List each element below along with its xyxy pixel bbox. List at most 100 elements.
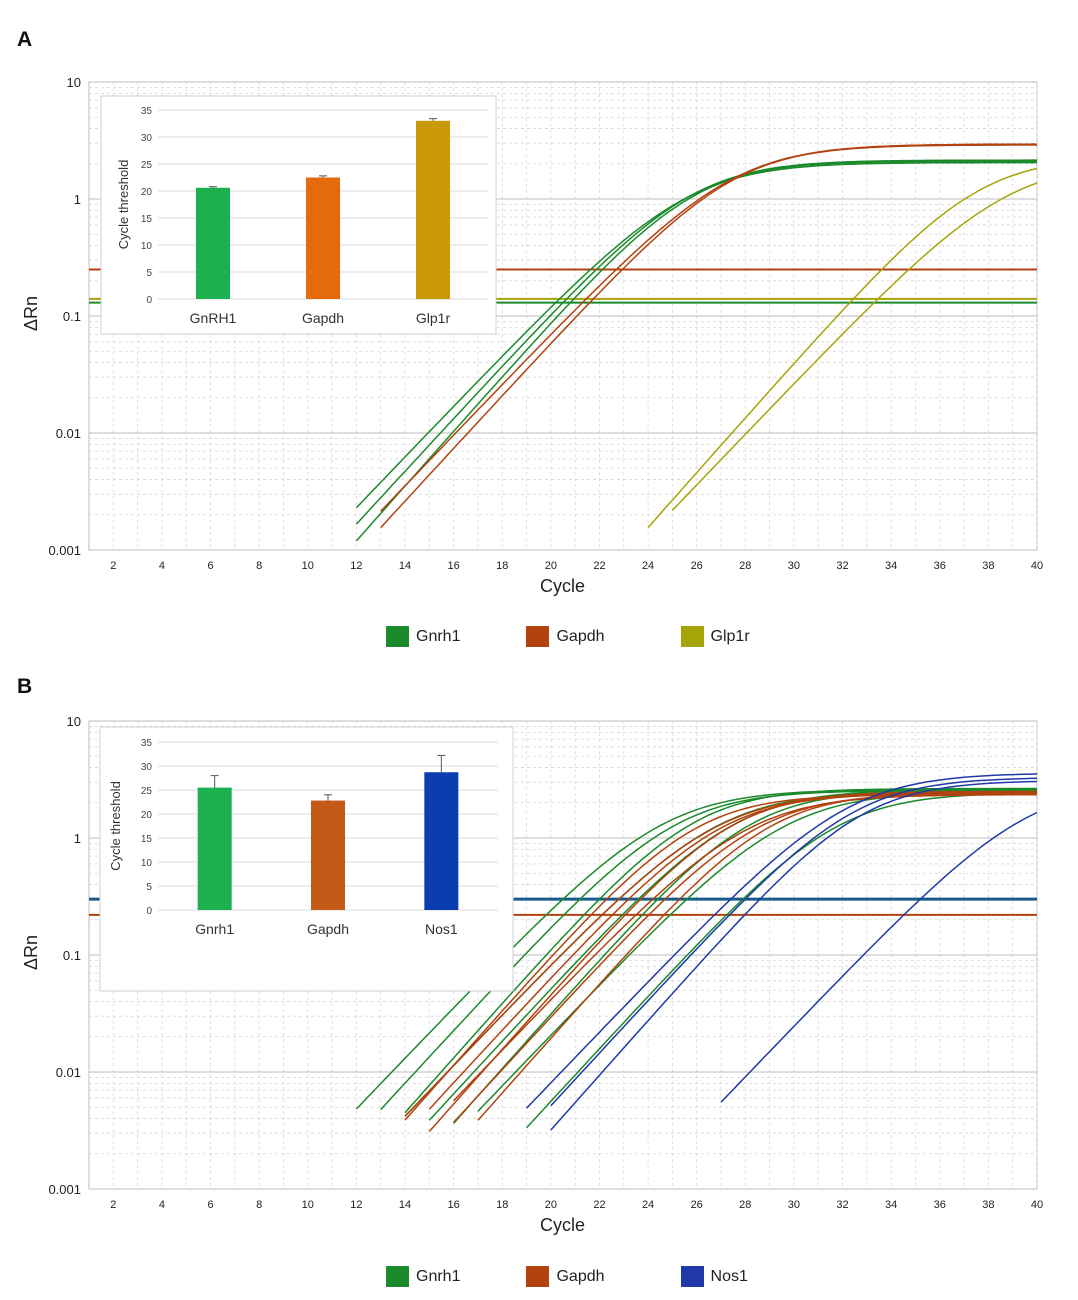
x-tick-label: 30 bbox=[788, 560, 800, 572]
legend-item-glp1r-a: Glp1r bbox=[680, 626, 750, 647]
x-tick-label: 32 bbox=[836, 560, 848, 572]
legend-item-nos1-b: Nos1 bbox=[680, 1266, 748, 1287]
y-tick-label: 1 bbox=[74, 831, 81, 846]
legend-item-gapdh-a: Gapdh bbox=[526, 626, 605, 647]
inset-bar-gnrh1 bbox=[196, 187, 230, 299]
legend-swatch-gapdh-a bbox=[526, 626, 550, 647]
y-axis-title-b: ΔRn bbox=[21, 934, 42, 971]
inset-y-tick-label: 15 bbox=[141, 834, 153, 845]
x-tick-label: 40 bbox=[1031, 560, 1043, 572]
x-axis-title-a: Cycle bbox=[540, 576, 586, 596]
x-tick-label: 16 bbox=[447, 1199, 459, 1211]
legend-label-gapdh-b: Gapdh bbox=[556, 1267, 605, 1285]
legend-item-gapdh-b: Gapdh bbox=[526, 1266, 605, 1287]
legend-swatch-nos1-b bbox=[680, 1266, 704, 1287]
inset-y-tick-label: 0 bbox=[146, 906, 152, 917]
inset-bar-glp1r bbox=[416, 120, 450, 299]
x-tick-label: 4 bbox=[159, 1199, 165, 1211]
inset-y-tick-label: 30 bbox=[141, 133, 153, 144]
y-tick-label: 10 bbox=[67, 75, 81, 90]
x-tick-label: 20 bbox=[545, 560, 557, 572]
inset-y-tick-label: 10 bbox=[141, 858, 153, 869]
legend-item-gnrh1-b: Gnrh1 bbox=[386, 1266, 460, 1287]
legend-swatch-glp1r-a bbox=[680, 626, 704, 647]
inset-y-tick-label: 20 bbox=[141, 810, 153, 821]
inset-y-tick-label: 15 bbox=[141, 214, 153, 225]
x-tick-label: 10 bbox=[302, 560, 314, 572]
inset-category-label: GnRH1 bbox=[190, 310, 237, 326]
x-tick-label: 6 bbox=[207, 1199, 213, 1211]
inset-bar-gnrh1 bbox=[197, 787, 232, 910]
inset-category-label: Gapdh bbox=[302, 310, 344, 326]
inset-bar-gapdh bbox=[311, 800, 345, 910]
x-tick-label: 2 bbox=[110, 1199, 116, 1211]
y-tick-label: 1 bbox=[74, 192, 81, 207]
inset-y-tick-label: 35 bbox=[141, 106, 153, 117]
amplification-curve-gapdh bbox=[380, 143, 1037, 512]
inset-category-label: Gapdh bbox=[307, 921, 349, 937]
x-tick-label: 24 bbox=[642, 560, 654, 572]
panel-label-b: B bbox=[17, 675, 33, 698]
y-tick-label: 0.01 bbox=[56, 426, 81, 441]
inset-y-tick-label: 25 bbox=[141, 786, 153, 797]
x-tick-label: 2 bbox=[110, 560, 116, 572]
inset-y-tick-label: 25 bbox=[141, 160, 153, 171]
x-tick-label: 14 bbox=[399, 1199, 411, 1211]
amplification-curve-nos1 bbox=[550, 780, 1038, 1131]
inset-y-tick-label: 10 bbox=[141, 241, 153, 252]
x-tick-label: 26 bbox=[691, 560, 703, 572]
x-tick-label: 8 bbox=[256, 560, 262, 572]
x-tick-label: 38 bbox=[982, 560, 994, 572]
y-tick-label: 0.001 bbox=[48, 1182, 81, 1197]
legend-item-gnrh1-a: Gnrh1 bbox=[386, 626, 460, 647]
inset-y-tick-label: 5 bbox=[146, 268, 152, 279]
x-axis-title-b: Cycle bbox=[540, 1215, 586, 1235]
x-tick-label: 40 bbox=[1031, 1199, 1043, 1211]
amplification-curve-nos1 bbox=[550, 777, 1038, 1107]
amplification-curve-gapdh bbox=[477, 791, 1037, 1121]
legend-a: Gnrh1 Gapdh Glp1r bbox=[386, 626, 750, 647]
inset-y-tick-label: 35 bbox=[141, 738, 153, 749]
amplification-curve-gapdh bbox=[453, 793, 1037, 1102]
amplification-curve-glp1r bbox=[647, 167, 1038, 528]
x-tick-label: 28 bbox=[739, 560, 751, 572]
x-tick-label: 20 bbox=[545, 1199, 557, 1211]
x-tick-label: 12 bbox=[350, 1199, 362, 1211]
x-tick-label: 32 bbox=[836, 1199, 848, 1211]
inset-y-tick-label: 20 bbox=[141, 187, 153, 198]
y-tick-label: 10 bbox=[67, 714, 81, 729]
y-tick-label: 0.1 bbox=[63, 948, 81, 963]
inset-bar-nos1 bbox=[424, 772, 459, 910]
inset-y-tick-label: 0 bbox=[146, 295, 152, 306]
legend-label-gnrh1-b: Gnrh1 bbox=[416, 1267, 461, 1285]
legend-label-gapdh-a: Gapdh bbox=[556, 627, 605, 645]
y-tick-label: 0.001 bbox=[48, 543, 81, 558]
x-tick-label: 8 bbox=[256, 1199, 262, 1211]
y-axis-title-a: ΔRn bbox=[21, 295, 42, 332]
inset-category-label: Nos1 bbox=[425, 921, 458, 937]
legend-label-nos1-b: Nos1 bbox=[710, 1267, 748, 1285]
legend-swatch-gapdh-b bbox=[526, 1266, 550, 1287]
x-tick-label: 6 bbox=[207, 560, 213, 572]
amplification-curve-gnrh1 bbox=[355, 159, 1037, 525]
x-tick-label: 12 bbox=[350, 560, 362, 572]
amplification-curve-nos1 bbox=[525, 773, 1038, 1109]
inset-y-axis-title: Cycle threshold bbox=[116, 160, 131, 250]
inset-bar-gapdh bbox=[306, 177, 340, 299]
inset-y-tick-label: 30 bbox=[141, 762, 153, 773]
x-tick-label: 28 bbox=[739, 1199, 751, 1211]
amplification-curve-gnrh1 bbox=[404, 787, 1037, 1114]
x-tick-label: 10 bbox=[302, 1199, 314, 1211]
x-tick-label: 22 bbox=[593, 560, 605, 572]
x-tick-label: 22 bbox=[593, 1199, 605, 1211]
legend-swatch-gnrh1-b bbox=[386, 1266, 409, 1287]
inset-y-tick-label: 5 bbox=[146, 882, 152, 893]
y-tick-label: 0.1 bbox=[63, 309, 81, 324]
x-tick-label: 26 bbox=[691, 1199, 703, 1211]
legend-swatch-gnrh1-a bbox=[386, 626, 409, 647]
x-tick-label: 34 bbox=[885, 1199, 897, 1211]
x-tick-label: 34 bbox=[885, 560, 897, 572]
amplification-curve-gapdh bbox=[428, 790, 1037, 1132]
